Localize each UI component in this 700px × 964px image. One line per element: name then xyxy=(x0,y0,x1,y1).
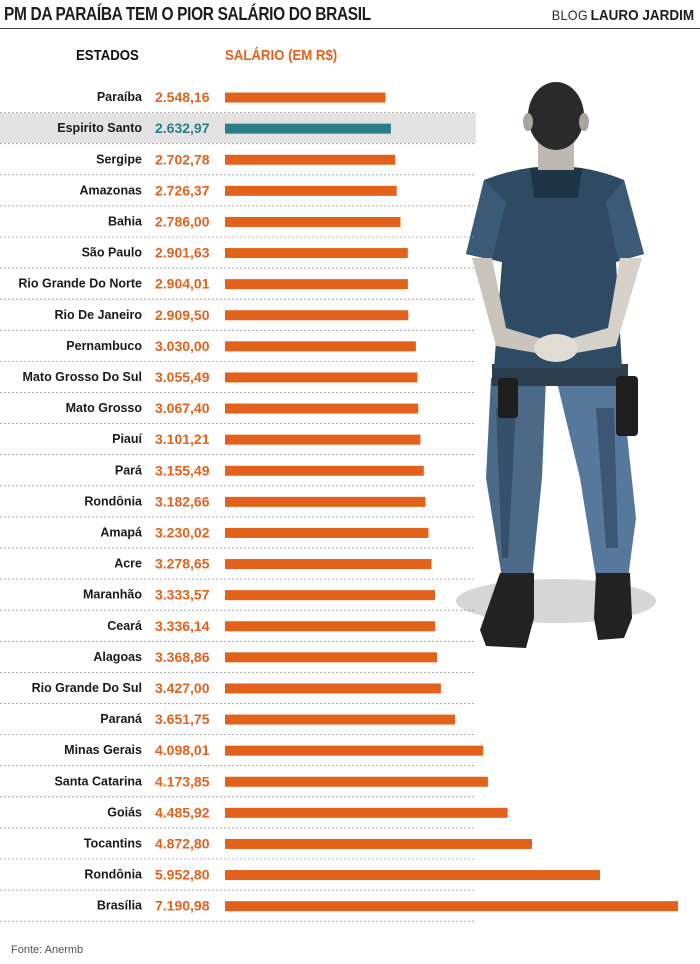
state-label: São Paulo xyxy=(82,246,143,260)
salary-bar xyxy=(225,465,424,476)
state-label: Pará xyxy=(115,463,142,477)
salary-value-label: 2.904,01 xyxy=(155,276,210,292)
state-label: Acre xyxy=(114,557,142,571)
salary-value-label: 3.067,40 xyxy=(155,400,210,416)
salary-value-label: 3.427,00 xyxy=(155,680,210,696)
salary-bar xyxy=(225,838,532,849)
salary-value-label: 2.726,37 xyxy=(155,182,210,198)
source-note: Fonte: Anermb xyxy=(11,944,84,956)
salary-bar xyxy=(225,279,408,290)
state-label: Amazonas xyxy=(79,183,142,197)
state-label: Ceará xyxy=(107,619,142,633)
salary-value-label: 2.909,50 xyxy=(155,307,210,323)
state-label: Alagoas xyxy=(93,650,142,664)
salary-column-header: SALÁRIO (EM R$) xyxy=(225,47,338,64)
salary-bar xyxy=(225,92,386,103)
salary-value-label: 3.333,57 xyxy=(155,587,210,603)
title-divider xyxy=(0,28,700,29)
salary-value-label: 3.101,21 xyxy=(155,431,210,447)
salary-value-label: 2.901,63 xyxy=(155,245,210,261)
salary-value-label: 4.098,01 xyxy=(155,742,210,758)
salary-value-label: 3.230,02 xyxy=(155,524,210,540)
state-label: Espirito Santo xyxy=(57,121,142,135)
salary-value-label: 3.182,66 xyxy=(155,493,210,509)
salary-value-label: 3.278,65 xyxy=(155,556,210,572)
salary-value-label: 3.155,49 xyxy=(155,462,210,478)
salary-bar xyxy=(225,714,455,725)
state-label: Tocantins xyxy=(84,836,142,850)
state-label: Brasília xyxy=(97,899,143,913)
salary-value-label: 3.368,86 xyxy=(155,649,210,665)
salary-bar xyxy=(225,807,508,818)
chart-title: PM DA PARAÍBA TEM O PIOR SALÁRIO DO BRAS… xyxy=(4,4,371,24)
salary-bar xyxy=(225,248,408,259)
salary-value-label: 3.055,49 xyxy=(155,369,210,385)
salary-bar xyxy=(225,123,391,134)
states-column-header: ESTADOS xyxy=(76,47,139,64)
salary-bar-chart: Paraíba 2.548,16 Espirito Santo 2.632,97 Ser… xyxy=(0,89,678,922)
state-label: Mato Grosso xyxy=(66,401,143,415)
header: PM DA PARAÍBA TEM O PIOR SALÁRIO DO BRAS… xyxy=(0,0,700,30)
salary-bar xyxy=(225,310,409,321)
state-label: Paraíba xyxy=(97,90,143,104)
state-label: Bahia xyxy=(108,214,143,228)
state-label: Sergipe xyxy=(96,152,142,166)
salary-bar xyxy=(225,745,484,756)
state-label: Rondônia xyxy=(84,868,143,882)
salary-value-label: 4.485,92 xyxy=(155,804,210,820)
salary-value-label: 7.190,98 xyxy=(155,898,210,914)
salary-bar xyxy=(225,559,432,570)
salary-bar xyxy=(225,496,426,507)
brand-logo: BLOG LAURO JARDIM xyxy=(552,7,694,25)
salary-bar xyxy=(225,154,396,165)
salary-value-label: 4.872,80 xyxy=(155,835,210,851)
salary-bar xyxy=(225,403,419,414)
salary-value-label: 2.702,78 xyxy=(155,151,210,167)
brand-prefix: BLOG xyxy=(551,7,588,23)
salary-bar xyxy=(225,434,421,445)
state-label: Rio Grande Do Norte xyxy=(18,277,142,291)
salary-bar xyxy=(225,652,438,663)
state-label: Minas Gerais xyxy=(64,743,142,757)
brand-name: LAURO JARDIM xyxy=(590,7,695,24)
state-label: Pernambuco xyxy=(66,339,142,353)
state-label: Maranhão xyxy=(83,588,142,602)
salary-value-label: 3.030,00 xyxy=(155,338,210,354)
salary-bar xyxy=(225,901,678,912)
state-label: Rondônia xyxy=(84,494,143,508)
salary-value-label: 2.786,00 xyxy=(155,213,210,229)
salary-value-label: 3.651,75 xyxy=(155,711,210,727)
police-officer-illustration xyxy=(456,82,656,648)
state-label: Santa Catarina xyxy=(54,774,143,788)
salary-value-label: 5.952,80 xyxy=(155,867,210,883)
salary-bar xyxy=(225,776,488,787)
salary-bar xyxy=(225,621,436,632)
salary-value-label: 2.548,16 xyxy=(155,89,210,105)
state-label: Goiás xyxy=(107,805,142,819)
salary-bar xyxy=(225,372,418,383)
salary-value-label: 2.632,97 xyxy=(155,120,210,136)
salary-bar xyxy=(225,590,435,601)
state-label: Amapá xyxy=(100,525,142,539)
state-label: Paraná xyxy=(100,712,142,726)
state-label: Rio De Janeiro xyxy=(54,308,142,322)
salary-bar xyxy=(225,527,429,538)
salary-bar xyxy=(225,185,397,196)
state-label: Piauí xyxy=(112,432,142,446)
salary-bar xyxy=(225,870,600,881)
state-label: Rio Grande Do Sul xyxy=(32,681,142,695)
state-label: Mato Grosso Do Sul xyxy=(23,370,142,384)
salary-bar xyxy=(225,341,416,352)
salary-value-label: 4.173,85 xyxy=(155,773,210,789)
salary-value-label: 3.336,14 xyxy=(155,618,210,634)
salary-bar xyxy=(225,216,401,227)
salary-bar xyxy=(225,683,441,694)
